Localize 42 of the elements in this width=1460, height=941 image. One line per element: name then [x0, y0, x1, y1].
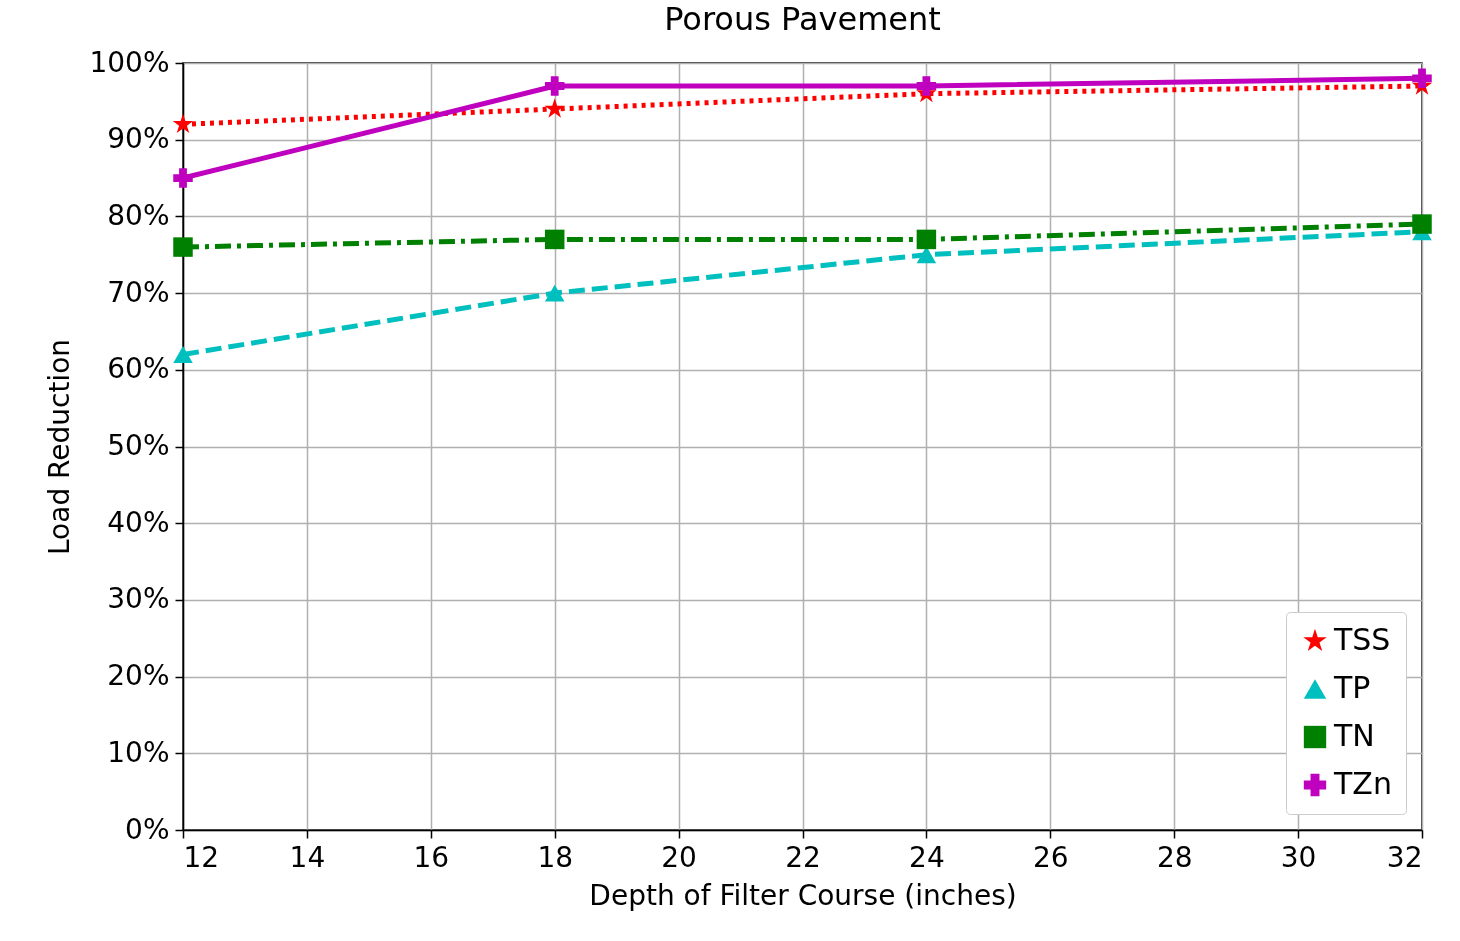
point	[916, 229, 937, 250]
y-axis-title: Load Reduction	[43, 338, 77, 556]
x-tick-label: 12	[183, 840, 220, 874]
point	[1412, 68, 1432, 89]
x-tick-label: 24	[909, 840, 945, 874]
y-tick-label: 80%	[107, 198, 170, 232]
point	[544, 229, 565, 250]
x-tick-label: 22	[785, 840, 821, 874]
x-tick-label: 30	[1280, 840, 1317, 874]
y-tick-label: 30%	[107, 582, 170, 616]
x-tick-label: 16	[413, 840, 450, 874]
chart-title: Porous Pavement	[664, 0, 941, 38]
x-axis-title: Depth of Filter Course (inches)	[589, 878, 1017, 912]
y-tick-label: 40%	[107, 505, 170, 539]
legend-label: TZn	[1333, 766, 1392, 801]
x-tick-label: 18	[537, 840, 574, 874]
legend-label: TSS	[1333, 622, 1391, 657]
y-tick-label: 60%	[107, 352, 170, 386]
point	[173, 237, 193, 257]
point	[916, 76, 937, 96]
point	[173, 168, 193, 188]
y-tick-label: 50%	[107, 429, 170, 462]
y-tick-label: 0%	[125, 812, 170, 846]
point	[916, 246, 937, 264]
x-tick-label: 32	[1386, 840, 1423, 874]
x-tick-label: 28	[1156, 840, 1193, 874]
point	[172, 113, 194, 134]
point	[173, 346, 193, 363]
y-tick-label: 90%	[107, 122, 170, 156]
point	[544, 76, 565, 96]
y-tick-label: 20%	[107, 659, 170, 693]
legend-label: TP	[1333, 670, 1371, 705]
x-tick-label: 20	[661, 840, 697, 874]
y-tick-label: 10%	[107, 735, 170, 769]
point	[544, 98, 565, 118]
point	[1412, 214, 1432, 234]
x-tick-label: 14	[289, 840, 326, 874]
legend-label: TN	[1333, 718, 1375, 753]
y-tick-label: 100%	[89, 45, 170, 79]
x-tick-label: 26	[1032, 840, 1069, 874]
y-tick-label: 70%	[107, 275, 170, 309]
point	[544, 284, 565, 302]
